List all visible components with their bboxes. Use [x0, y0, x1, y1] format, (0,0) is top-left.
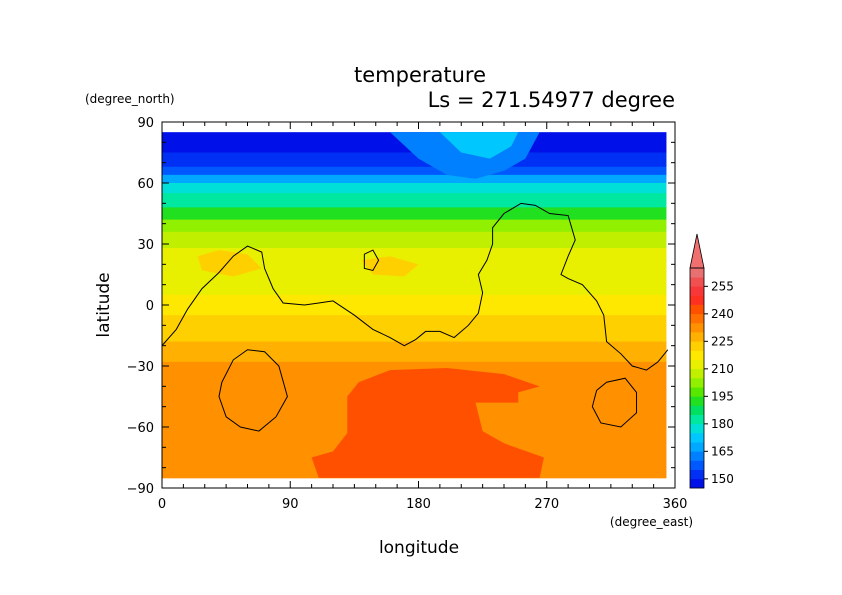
colorbar-swatch [690, 268, 704, 278]
colorbar-label: 225 [711, 334, 734, 348]
contour-lines [162, 202, 669, 432]
y-tick-label: −90 [127, 482, 154, 497]
heat-band-7 [162, 219, 667, 233]
plot-axes: 0 90 180 270 360 90 60 30 0 −30 −60 −90 [127, 116, 688, 512]
colorbar-label: 255 [711, 279, 734, 293]
heat-region-northern-yellow-patch-west [197, 250, 262, 277]
colorbar-swatch [690, 323, 704, 333]
colorbar-swatch [690, 442, 704, 452]
y-axis-label: latitude [94, 272, 114, 337]
y-tick-label: −30 [127, 360, 154, 375]
colorbar-swatch [690, 414, 704, 425]
contour-west-loop [218, 349, 288, 432]
colorbar-swatch [690, 359, 704, 370]
colorbar-swatch [690, 469, 704, 480]
colorbar-swatch [690, 277, 704, 287]
colorbar-swatch [690, 451, 704, 461]
y-unit-label: (degree_north) [85, 92, 175, 106]
colorbar: 255 240 225 210 195 180 165 150 [689, 233, 734, 489]
chart-title: temperature [354, 63, 486, 87]
heat-region-arctic-bright-spot [439, 132, 519, 159]
colorbar-swatch [690, 368, 704, 379]
colorbar-swatch [690, 350, 704, 360]
colorbar-swatch [690, 341, 704, 351]
x-axis-label: longitude [379, 538, 459, 558]
x-tick-label: 180 [406, 497, 431, 512]
heat-band-4 [162, 183, 667, 194]
colorbar-swatch [690, 295, 704, 305]
colorbar-swatch [690, 313, 704, 324]
heat-band-3 [162, 174, 667, 184]
x-tick-label: 0 [158, 497, 166, 512]
heat-band-8 [162, 231, 667, 249]
heat-region-southern-warm-tongue [447, 368, 540, 393]
colorbar-swatch [690, 460, 704, 470]
heat-band-5 [162, 193, 667, 208]
heat-band-6 [162, 207, 667, 221]
y-tick-label: 30 [137, 238, 154, 253]
colorbar-swatch [690, 304, 704, 315]
heat-band-1 [162, 152, 667, 168]
heat-band-10 [162, 268, 667, 296]
heat-band-9 [162, 248, 667, 269]
colorbar-label: 150 [711, 472, 734, 486]
heat-region-southern-warm-region [311, 368, 544, 478]
colorbar-swatch [690, 433, 704, 443]
colorbar-label: 240 [711, 307, 734, 321]
colorbar-overflow-triangle [689, 233, 705, 269]
colorbar-swatch [690, 378, 704, 388]
heatmap-field [162, 132, 667, 479]
colorbar-swatch [690, 286, 704, 296]
colorbar-label: 210 [711, 362, 734, 376]
contour-southeast-loop [591, 377, 638, 428]
y-tick-label: 0 [146, 299, 154, 314]
heat-band-12 [162, 315, 667, 343]
colorbar-swatch [690, 387, 704, 397]
heat-band-2 [162, 166, 667, 176]
y-tick-label: 90 [137, 116, 154, 131]
contour-small-island [363, 249, 380, 272]
colorbar-swatch [690, 478, 704, 489]
colorbar-swatch [690, 396, 704, 406]
heat-band-13 [162, 341, 667, 363]
colorbar-frame [689, 267, 705, 489]
colorbar-swatch [690, 405, 704, 415]
colorbar-swatch [690, 423, 704, 434]
y-tick-label: 60 [137, 177, 154, 192]
contour-main [162, 202, 669, 371]
heat-band-11 [162, 294, 667, 316]
colorbar-swatch [690, 332, 704, 342]
x-tick-label: 90 [282, 497, 299, 512]
x-tick-label: 270 [534, 497, 559, 512]
x-unit-label: (degree_east) [610, 515, 693, 529]
y-tick-label: −60 [127, 421, 154, 436]
chart-subtitle: Ls = 271.54977 degree [428, 88, 675, 112]
colorbar-label: 180 [711, 417, 734, 431]
colorbar-label: 165 [711, 444, 734, 458]
heat-region-northern-yellow-patch-mid [361, 256, 419, 277]
colorbar-label: 195 [711, 389, 734, 403]
x-tick-label: 360 [663, 497, 688, 512]
